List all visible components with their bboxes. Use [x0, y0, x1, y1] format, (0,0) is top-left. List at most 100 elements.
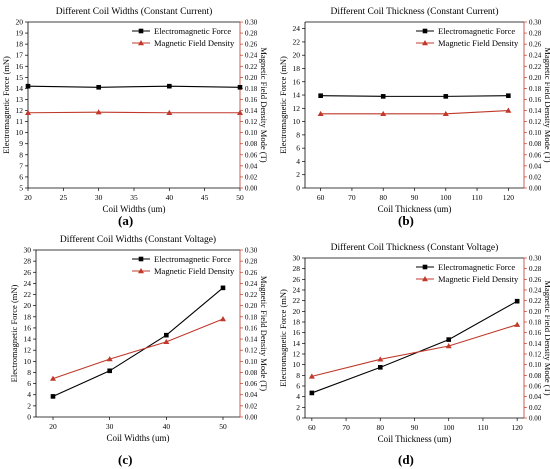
y-tick-label: 14: [16, 84, 24, 93]
chart-title: Different Coil Widths (Constant Current): [56, 6, 213, 17]
density-point: [317, 110, 324, 117]
chart-panel-4: Different Coil Thickness (Constant Volta…: [278, 242, 550, 444]
y2-tick-label: 0.24: [245, 280, 258, 288]
y-tick-label: 16: [16, 62, 24, 71]
y2-tick-label: 0.08: [245, 140, 258, 148]
y-tick-label: 30: [293, 254, 301, 263]
y2-tick-label: 0.14: [529, 340, 542, 348]
y-tick-label: 18: [293, 64, 301, 73]
y-tick-label: 6: [296, 144, 300, 153]
chart-title: Different Coil Widths (Constant Voltage): [60, 234, 216, 245]
y2-tick-label: 0.04: [529, 393, 542, 401]
y2-tick-label: 0.06: [245, 380, 258, 388]
chart-panel-3: Different Coil Widths (Constant Voltage)…: [9, 234, 269, 443]
force-point: [443, 94, 449, 99]
legend-label: Magnetic Field Density: [438, 274, 519, 284]
x-tick-label: 110: [472, 193, 483, 202]
y-axis-label: Electromagnetic Force (mN): [9, 284, 19, 382]
x-axis-label: Coil Widths (um): [107, 433, 170, 443]
force-point: [377, 365, 383, 370]
y-tick-label: 12: [16, 106, 24, 115]
force-point: [107, 368, 112, 374]
x-axis-label: Coil Thickness (um): [378, 434, 452, 444]
legend-label: Electromagnetic Force: [438, 262, 515, 272]
density-point: [514, 321, 521, 327]
y-axis-label: Electromagnetic Force (mN): [278, 56, 288, 154]
density-point: [163, 338, 170, 345]
y-axis-label: Electromagnetic Force (mN): [278, 289, 288, 387]
series-line-density: [27, 111, 240, 114]
y-tick-label: 2: [296, 170, 300, 179]
y-tick-label: 10: [293, 360, 301, 369]
y-tick-label: 6: [19, 172, 23, 181]
y2-tick-label: 0.22: [529, 297, 542, 305]
force-point: [237, 84, 243, 90]
y-tick-label: 16: [293, 328, 301, 337]
y2-tick-label: 0.18: [245, 313, 258, 321]
y-tick-label: 8: [296, 130, 300, 139]
force-point: [167, 83, 172, 89]
x-tick-label: 45: [201, 193, 209, 202]
y-tick-label: 0: [296, 184, 300, 193]
y2-tick-label: 0.16: [529, 329, 542, 337]
y2-tick-label: 0.16: [245, 324, 258, 332]
y-tick-label: 6: [27, 379, 31, 388]
density-point: [166, 109, 173, 115]
x-tick-label: 60: [308, 423, 316, 432]
y2-tick-label: 0.30: [529, 19, 542, 27]
series-line-density: [320, 109, 509, 115]
force-point: [446, 337, 452, 342]
x-tick-label: 50: [236, 193, 244, 202]
y-tick-label: 0: [27, 413, 31, 422]
y-tick-label: 28: [24, 257, 32, 266]
y-tick-label: 17: [16, 51, 24, 60]
y2-tick-label: 0.10: [529, 361, 542, 369]
y-tick-label: 4: [296, 157, 300, 166]
y-axis-label: Electromagnetic Force (mN): [1, 56, 11, 154]
density-point: [308, 373, 315, 379]
x-axis-label: Coil Widths (um): [103, 204, 166, 214]
y-tick-label: 24: [293, 24, 301, 33]
legend-triangle-marker: [138, 40, 144, 46]
y2-tick-label: 0.14: [245, 336, 258, 344]
x-tick-label: 50: [219, 422, 227, 431]
y2-tick-label: 0.20: [245, 74, 258, 82]
y2-tick-label: 0.22: [529, 63, 542, 71]
y2-tick-label: 0.02: [245, 402, 258, 410]
density-point: [25, 109, 31, 115]
legend-triangle-marker: [138, 268, 144, 274]
density-point: [220, 316, 226, 322]
chart-title: Different Coil Thickness (Constant Volta…: [331, 242, 499, 253]
y2-tick-label: 0.18: [529, 319, 542, 327]
force-point: [506, 93, 511, 99]
legend-square-marker: [138, 256, 144, 262]
x-tick-label: 30: [95, 193, 103, 202]
y-tick-label: 10: [16, 128, 24, 137]
x-tick-label: 70: [342, 423, 350, 432]
legend-square-marker: [138, 28, 144, 34]
y-tick-label: 14: [293, 339, 301, 348]
x-axis-label: Coil Thickness (um): [378, 204, 452, 214]
y-tick-label: 28: [293, 264, 301, 273]
y2-tick-label: 0.10: [245, 358, 258, 366]
x-tick-label: 100: [440, 193, 452, 202]
panel-label-d: (d): [398, 452, 414, 467]
y-tick-label: 18: [16, 40, 24, 49]
y-tick-label: 18: [24, 312, 32, 321]
y-tick-label: 2: [27, 401, 31, 410]
y-tick-label: 22: [24, 290, 32, 299]
y2-tick-label: 0.08: [529, 140, 542, 148]
y-tick-label: 22: [293, 296, 301, 305]
y2-tick-label: 0.18: [245, 85, 258, 93]
y2-tick-label: 0.06: [529, 383, 542, 391]
y-tick-label: 22: [293, 37, 301, 46]
y2-tick-label: 0.06: [245, 151, 258, 159]
density-point: [237, 109, 243, 115]
y2-tick-label: 0.26: [245, 269, 258, 277]
legend-label: Magnetic Field Density: [154, 266, 235, 276]
chart-title: Different Coil Thickness (Constant Curre…: [331, 6, 499, 17]
legend-square-marker: [422, 28, 428, 34]
y2-tick-label: 0.00: [529, 185, 542, 193]
y2-tick-label: 0.28: [245, 258, 258, 266]
